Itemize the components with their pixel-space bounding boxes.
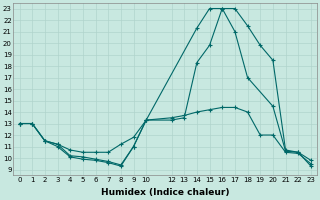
X-axis label: Humidex (Indice chaleur): Humidex (Indice chaleur): [101, 188, 229, 197]
